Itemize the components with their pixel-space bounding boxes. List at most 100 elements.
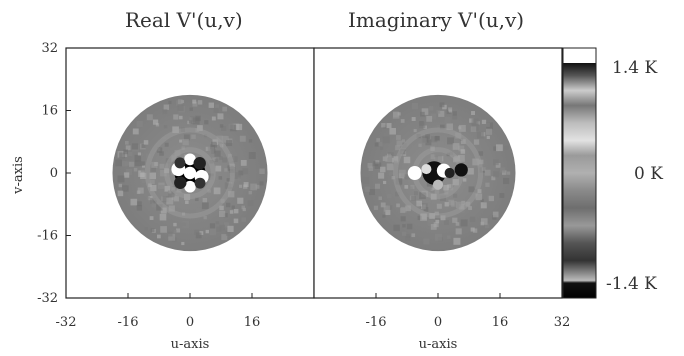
speckle-cell	[219, 210, 226, 218]
central-feature	[174, 157, 186, 169]
speckle-cell	[154, 162, 159, 166]
speckle-cell	[367, 162, 373, 168]
speckle-cell	[471, 118, 479, 126]
speckle-cell	[130, 198, 138, 206]
speckle-cell	[448, 109, 452, 113]
speckle-cell	[248, 152, 256, 160]
speckle-cell	[160, 169, 167, 177]
speckle-cell	[426, 115, 433, 122]
speckle-cell	[125, 169, 133, 176]
speckle-cell	[173, 229, 177, 234]
speckle-cell	[248, 139, 253, 143]
speckle-cell	[430, 146, 435, 152]
speckle-cell	[416, 133, 421, 139]
speckle-cell	[243, 182, 249, 187]
speckle-cell	[149, 172, 157, 180]
speckle-cell	[215, 165, 222, 172]
speckle-cell	[402, 224, 406, 228]
speckle-cell	[480, 218, 488, 225]
speckle-cell	[192, 99, 197, 104]
speckle-cell	[201, 202, 209, 210]
speckle-cell	[150, 198, 157, 205]
colorbar-max-label: 1.4 K	[612, 58, 658, 78]
speckle-cell	[174, 150, 181, 156]
speckle-cell	[430, 187, 434, 192]
speckle-cell	[473, 139, 480, 145]
speckle-cell	[444, 190, 449, 195]
speckle-cell	[151, 202, 157, 208]
speckle-cell	[374, 183, 381, 189]
speckle-cell	[376, 138, 380, 142]
speckle-cell	[191, 134, 196, 139]
speckle-cell	[259, 168, 265, 175]
speckle-cell	[168, 190, 172, 194]
speckle-cell	[393, 160, 398, 165]
speckle-cell	[468, 186, 475, 193]
speckle-cell	[472, 228, 478, 233]
speckle-cell	[221, 135, 229, 143]
speckle-cell	[247, 200, 254, 207]
speckle-cell	[179, 139, 183, 143]
speckle-cell	[204, 134, 208, 138]
speckle-cell	[426, 200, 432, 206]
speckle-cell	[144, 227, 148, 231]
speckle-cell	[194, 229, 200, 235]
speckle-cell	[378, 196, 383, 200]
speckle-cell	[173, 222, 177, 227]
speckle-cell	[396, 140, 403, 147]
speckle-cell	[219, 205, 224, 211]
speckle-cell	[444, 117, 451, 124]
speckle-cell	[141, 144, 146, 149]
speckle-cell	[207, 189, 211, 193]
speckle-cell	[391, 175, 395, 180]
colorbar-min-label: -1.4 K	[606, 274, 657, 294]
speckle-cell	[142, 164, 146, 169]
speckle-cell	[400, 153, 404, 157]
speckle-cell	[400, 216, 406, 222]
x-axis-label-real: u-axis	[171, 337, 210, 352]
speckle-cell	[423, 206, 429, 212]
speckle-cell	[129, 161, 135, 167]
speckle-cell	[383, 180, 387, 185]
speckle-cell	[441, 216, 446, 220]
visibility-disk-imaginary	[360, 94, 516, 252]
speckle-cell	[378, 172, 385, 179]
speckle-cell	[213, 107, 219, 113]
speckle-cell	[182, 220, 190, 228]
speckle-cell	[395, 145, 401, 151]
speckle-cell	[228, 123, 234, 130]
axis-ticks: -32 -16 0 16 32 16 0 -16 -32 -16 0 16 32	[37, 41, 570, 330]
speckle-cell	[387, 205, 393, 210]
speckle-cell	[123, 149, 128, 155]
speckle-cell	[212, 157, 216, 162]
speckle-cell	[153, 200, 157, 204]
speckle-cell	[484, 223, 490, 229]
speckle-cell	[175, 228, 181, 233]
speckle-cell	[457, 154, 465, 162]
speckle-cell	[452, 217, 458, 223]
speckle-cell	[133, 167, 138, 172]
speckle-cell	[459, 137, 464, 141]
speckle-cell	[228, 157, 234, 162]
speckle-cell	[223, 222, 230, 228]
speckle-cell	[437, 140, 445, 148]
speckle-cell	[221, 234, 228, 241]
speckle-cell	[227, 225, 234, 233]
speckle-cell	[229, 166, 236, 173]
speckle-cell	[382, 214, 386, 218]
speckle-cell	[239, 135, 246, 142]
speckle-cell	[421, 108, 429, 115]
ring-pattern	[392, 127, 484, 219]
speckle-cell	[420, 111, 425, 117]
speckle-cell	[171, 194, 178, 201]
speckle-cell	[461, 200, 466, 205]
speckle-cell	[436, 110, 441, 114]
speckle-cell	[380, 146, 384, 150]
speckle-cell	[433, 206, 440, 212]
speckle-cell	[209, 228, 217, 236]
speckle-cell	[448, 107, 453, 112]
speckle-cell	[472, 158, 480, 166]
speckle-cell	[380, 166, 386, 173]
speckle-cell	[195, 207, 202, 214]
speckle-cell	[428, 106, 434, 111]
